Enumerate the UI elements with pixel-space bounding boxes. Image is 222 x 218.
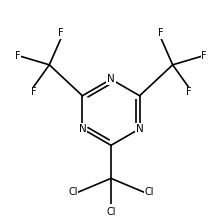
Text: F: F: [30, 87, 36, 97]
Text: N: N: [136, 124, 143, 134]
Text: F: F: [58, 28, 64, 38]
Text: Cl: Cl: [106, 207, 116, 217]
Text: F: F: [186, 87, 192, 97]
Text: Cl: Cl: [68, 187, 78, 197]
Text: F: F: [15, 51, 21, 61]
Text: N: N: [79, 124, 86, 134]
Text: Cl: Cl: [144, 187, 154, 197]
Text: F: F: [158, 28, 164, 38]
Text: N: N: [107, 74, 115, 84]
Text: F: F: [201, 51, 207, 61]
